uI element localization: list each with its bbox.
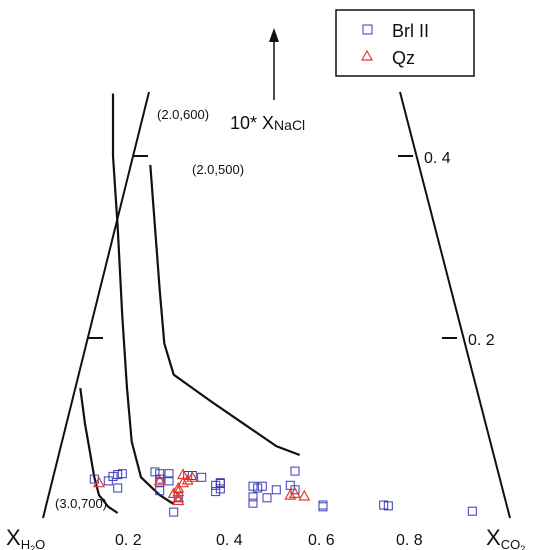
data-point-triangle-12: [288, 487, 302, 498]
arrow-head: [269, 28, 279, 42]
data-point-triangle-7: [181, 473, 194, 485]
arrow-indicator: [269, 28, 279, 100]
data-point-square-31: [318, 502, 328, 512]
data-point-square-20: [211, 487, 221, 497]
data-point-square-36: [467, 506, 477, 516]
legend-label-qz: Qz: [392, 48, 415, 68]
data-point-square-33: [248, 498, 258, 508]
left-axis-line: [42, 91, 150, 519]
data-point-triangle-2: [167, 487, 180, 498]
right-axis-line: [399, 91, 511, 519]
data-point-square-22: [253, 483, 263, 493]
data-point-square-24: [248, 492, 258, 502]
x-h2o-sub-2: 2: [30, 544, 35, 550]
data-point-triangle-13: [298, 489, 311, 501]
data-point-square-29: [290, 485, 300, 495]
data-point-triangle-6: [176, 476, 190, 488]
x-co2-main: X: [486, 525, 501, 550]
x-tick-label-0.4: 0. 4: [216, 532, 243, 549]
data-point-triangle-9: [172, 491, 185, 503]
x-h2o-main: X: [6, 525, 21, 550]
data-points: [89, 466, 477, 517]
isopleth-line-0: [111, 93, 175, 506]
vertex-labels: XH2O XCO2 10* XNaCl: [6, 113, 525, 550]
data-point-square-6: [150, 467, 160, 477]
data-point-square-8: [164, 469, 174, 479]
isopleth-line-1: [149, 164, 301, 457]
data-point-square-34: [379, 500, 389, 510]
data-point-square-21: [248, 481, 258, 491]
nacl-axis-main: 10* X: [230, 113, 274, 133]
x-co2-label: XCO2: [486, 525, 525, 550]
data-point-square-25: [262, 493, 272, 503]
legend-label-brl: Brl II: [392, 21, 429, 41]
data-point-square-4: [117, 469, 127, 479]
isopleth-label-600: (2.0,600): [157, 107, 209, 122]
legend-box: [335, 9, 475, 77]
x-co2-sub-co: CO: [501, 537, 521, 550]
data-point-square-19: [215, 478, 225, 488]
x-h2o-sub-o: O: [35, 537, 45, 550]
data-point-triangle-0: [92, 476, 106, 488]
data-point-square-7: [155, 469, 165, 479]
data-point-square-18: [215, 484, 225, 494]
data-point-triangle-11: [284, 488, 297, 500]
nacl-tick-labels: 0. 4 0. 2: [424, 150, 495, 349]
data-point-triangle-1: [153, 474, 166, 486]
isopleth-label-700: (3.0,700): [55, 496, 107, 511]
isopleth-label-500: (2.0,500): [192, 162, 244, 177]
x-axis-tick-labels: 0. 2 0. 4 0. 6 0. 8: [115, 532, 423, 549]
nacl-axis-label: 10* XNaCl: [230, 113, 305, 133]
x-co2-sub-2: 2: [520, 544, 525, 550]
data-point-square-15: [197, 472, 207, 482]
x-tick-label-0.6: 0. 6: [308, 532, 335, 549]
data-point-square-37: [155, 486, 165, 496]
x-tick-label-0.2: 0. 2: [115, 532, 142, 549]
isopleth-lines: [79, 93, 301, 514]
isopleth-labels: (2.0,600) (2.0,500) (3.0,700): [55, 107, 244, 511]
data-point-triangle-8: [186, 471, 199, 482]
data-point-square-35: [383, 501, 393, 511]
x-h2o-sub-h: H: [21, 537, 30, 550]
legend-marker-brl: [362, 24, 373, 35]
axes: [42, 91, 511, 519]
data-point-triangle-10: [172, 494, 185, 506]
x-h2o-label: XH2O: [6, 525, 45, 550]
data-point-square-3: [113, 470, 123, 480]
legend: Brl II Qz: [335, 9, 475, 77]
data-point-square-30: [318, 500, 328, 510]
isopleth-line-2: [79, 387, 119, 514]
data-point-square-32: [169, 507, 179, 517]
data-point-square-5: [113, 483, 123, 493]
legend-marker-qz: [360, 49, 374, 61]
data-point-square-26: [271, 485, 281, 495]
data-point-square-11: [164, 476, 174, 486]
nacl-axis-sub: NaCl: [274, 117, 305, 133]
x-tick-label-0.8: 0. 8: [396, 532, 423, 549]
nacl-tick-label-0.2: 0. 2: [468, 332, 495, 349]
data-point-square-28: [290, 466, 300, 476]
data-point-square-2: [108, 471, 118, 481]
data-point-square-23: [257, 481, 267, 491]
nacl-tick-label-0.4: 0. 4: [424, 150, 451, 167]
